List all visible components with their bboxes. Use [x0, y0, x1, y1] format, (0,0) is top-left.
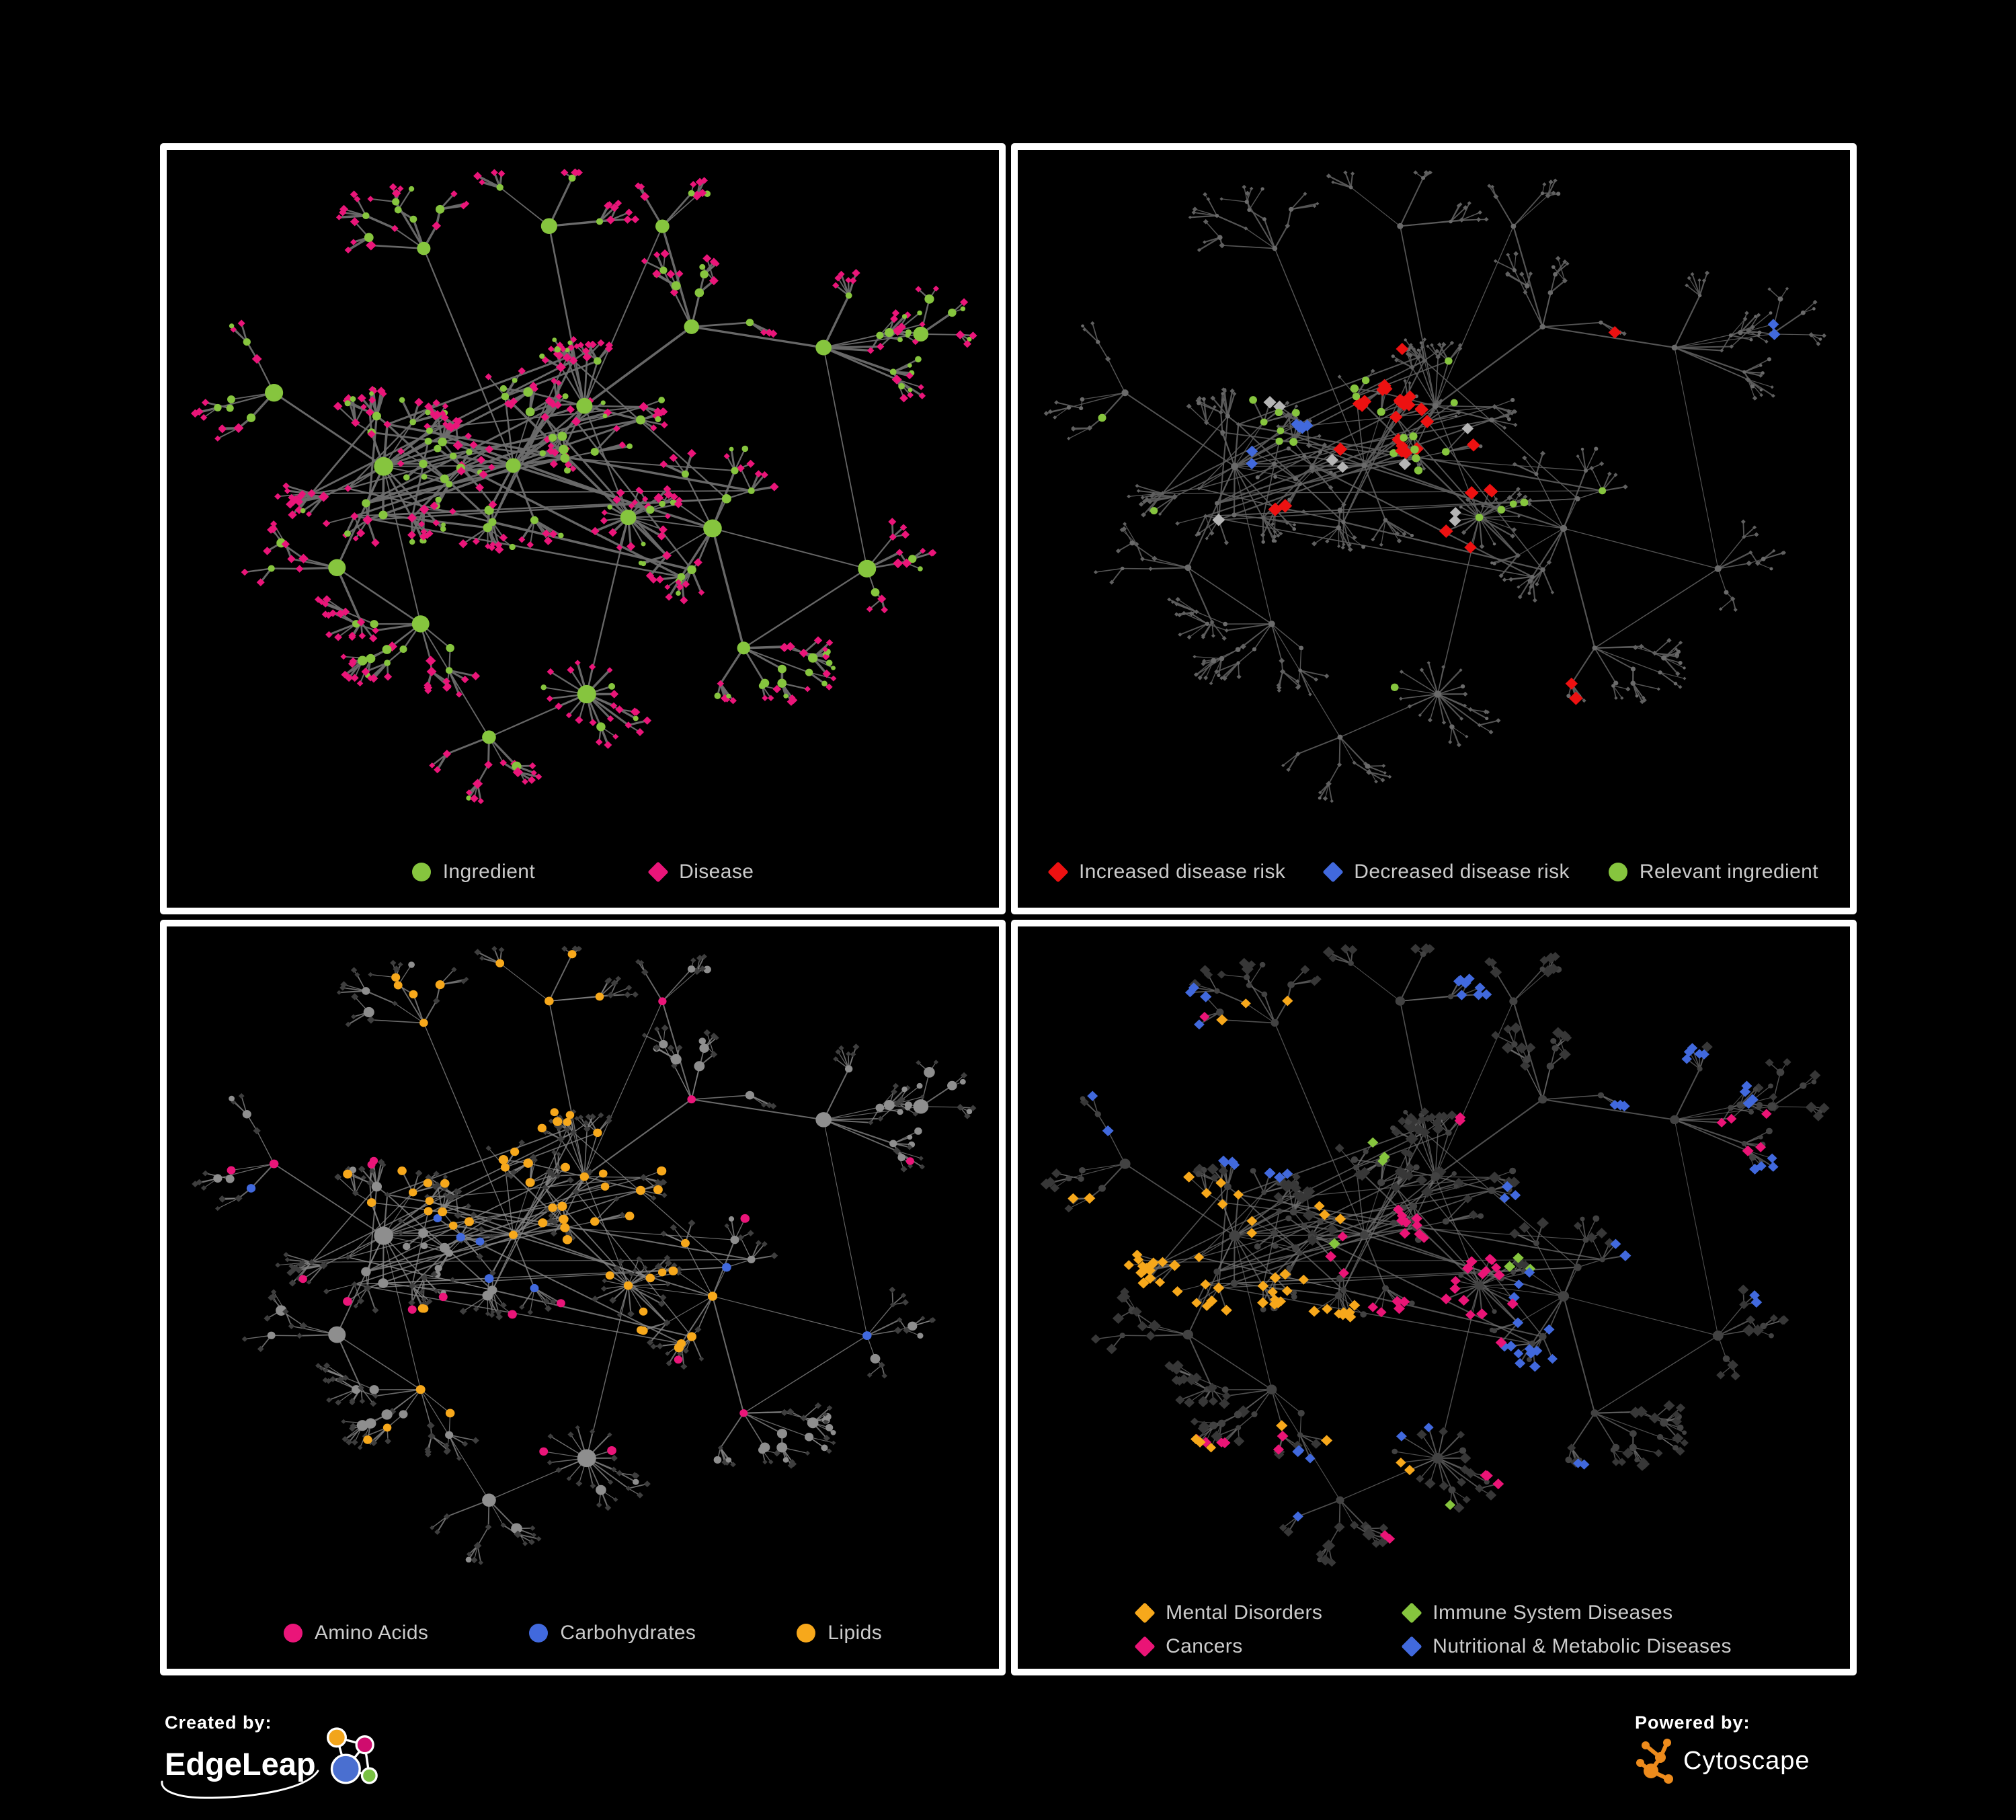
diamond-swatch-icon	[1047, 861, 1069, 883]
legend-item-decreased-disease-risk: Decreased disease risk	[1322, 861, 1570, 883]
diamond-swatch-icon	[1134, 1636, 1156, 1657]
diamond-swatch-icon	[1401, 1636, 1422, 1657]
legend-label: Relevant ingredient	[1639, 861, 1818, 883]
diamond-swatch-icon	[1134, 1602, 1156, 1624]
cytoscape-logo-icon	[1636, 1739, 1673, 1784]
diamond-swatch-icon	[1401, 1602, 1422, 1624]
legend-disease-risk: Increased disease risk Decreased disease …	[1018, 861, 1850, 883]
created-by-label: Created by:	[165, 1712, 272, 1733]
diamond-swatch-icon	[647, 861, 669, 883]
network-svg-disease-class	[1040, 943, 1830, 1567]
legend-label: Increased disease risk	[1079, 861, 1286, 883]
legend-label: Immune System Diseases	[1433, 1601, 1673, 1624]
legend-label: Decreased disease risk	[1354, 861, 1570, 883]
network-svg-disease-risk	[1043, 170, 1827, 803]
legend-item-mental-disorders: Mental Disorders	[1134, 1601, 1323, 1624]
created-by-block: Created by: EdgeLeap	[161, 1712, 454, 1799]
legend-label: Nutritional & Metabolic Diseases	[1433, 1635, 1732, 1657]
legend-ingredient-disease: Ingredient Disease	[167, 861, 999, 883]
legend-item-relevant-ingredient: Relevant ingredient	[1608, 861, 1818, 883]
panel-disease-risk: Increased disease risk Decreased disease …	[1011, 143, 1857, 914]
network-svg-ingredient-class	[192, 945, 977, 1565]
circle-swatch-icon	[1608, 863, 1627, 881]
powered-by-block: Powered by: Cytoscape	[1635, 1712, 1857, 1786]
legend-label: Lipids	[828, 1622, 883, 1644]
legend-disease-class: Mental Disorders Immune System Diseases Ca…	[1018, 1601, 1850, 1658]
panel-ingredient-class: Amino Acids Carbohydrates Lipids	[160, 920, 1006, 1675]
legend-item-nutritional-metabolic-diseases: Nutritional & Metabolic Diseases	[1401, 1635, 1732, 1658]
legend-label: Ingredient	[442, 861, 536, 883]
legend-item-amino-acids: Amino Acids	[283, 1622, 429, 1645]
legend-label: Disease	[679, 861, 754, 883]
legend-ingredient-class: Amino Acids Carbohydrates Lipids	[167, 1622, 999, 1645]
diamond-swatch-icon	[1322, 861, 1344, 883]
cytoscape-wordmark: Cytoscape	[1683, 1746, 1810, 1775]
legend-label: Carbohydrates	[560, 1622, 696, 1644]
legend-item-immune-system-diseases: Immune System Diseases	[1401, 1601, 1732, 1624]
circle-swatch-icon	[529, 1624, 549, 1643]
circle-swatch-icon	[797, 1624, 816, 1643]
legend-label: Amino Acids	[314, 1622, 429, 1644]
circle-swatch-icon	[283, 1624, 303, 1643]
figure-root: Ingredient Disease Increased disease risk…	[160, 143, 1857, 1675]
legend-item-lipids: Lipids	[797, 1622, 882, 1645]
edgeleap-logo-icon	[326, 1727, 378, 1784]
edgeleap-wordmark: EdgeLeap	[165, 1745, 316, 1782]
panel-ingredient-disease: Ingredient Disease	[160, 143, 1006, 914]
legend-item-ingredient: Ingredient	[411, 861, 536, 883]
legend-item-carbohydrates: Carbohydrates	[529, 1622, 696, 1645]
circle-swatch-icon	[411, 863, 431, 881]
legend-label: Mental Disorders	[1166, 1601, 1323, 1624]
legend-label: Cancers	[1166, 1635, 1243, 1657]
powered-by-label: Powered by:	[1635, 1712, 1750, 1733]
legend-item-disease: Disease	[647, 861, 754, 883]
legend-item-increased-disease-risk: Increased disease risk	[1047, 861, 1286, 883]
panel-disease-class: Mental Disorders Immune System Diseases Ca…	[1011, 920, 1857, 1675]
network-svg-ingredient-disease	[190, 168, 977, 805]
legend-item-cancers: Cancers	[1134, 1635, 1322, 1658]
